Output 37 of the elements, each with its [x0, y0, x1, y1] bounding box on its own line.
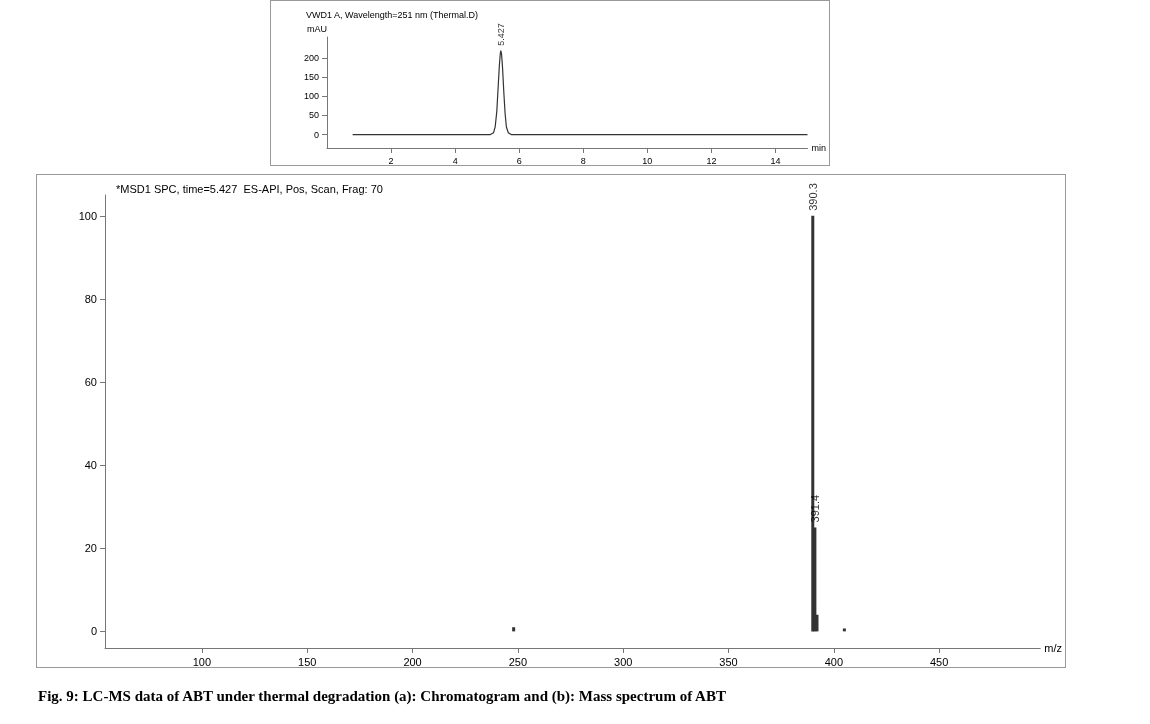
- x-tick-label: 10: [642, 155, 653, 166]
- x-tick-label: 12: [706, 155, 717, 166]
- bar: [842, 628, 846, 632]
- x-tick-label: 100: [192, 655, 212, 668]
- y-tick-label: 150: [303, 72, 319, 83]
- bar: [512, 627, 516, 632]
- annotation: 391.4: [808, 494, 821, 523]
- x-tick-label: 250: [508, 655, 528, 668]
- x-tick-label: 8: [580, 155, 586, 166]
- y-tick-label: 80: [84, 292, 97, 305]
- x-tick-label: 300: [614, 655, 633, 668]
- y-tick-label: 20: [84, 542, 97, 555]
- y-tick-label: 50: [308, 110, 319, 121]
- y-tick-label: 0: [90, 625, 97, 638]
- y-tick-label: 0: [313, 129, 319, 140]
- annotation: 5.427: [495, 23, 506, 46]
- y-tick-label: 60: [84, 376, 97, 389]
- y-tick-label: 100: [78, 209, 97, 222]
- x-tick-label: 14: [770, 155, 781, 166]
- x-tick-label: 6: [516, 155, 522, 166]
- annotation: 390.3: [806, 183, 819, 211]
- y-tick-label: 100: [303, 91, 319, 102]
- x-axis-title: min: [811, 143, 827, 153]
- caption: Fig. 9: LC-MS data of ABT under thermal degradation (a): Chromatogram and (b): Mass spectrum of ABT: [38, 688, 726, 705]
- x-tick-label: 4: [452, 155, 458, 166]
- x-tick-label: 400: [824, 655, 844, 668]
- y-axis-title: mAU: [307, 23, 327, 34]
- y-tick-label: 40: [84, 459, 97, 472]
- x-axis-title: m/z: [1044, 642, 1063, 654]
- line-series: [352, 50, 809, 136]
- x-tick-label: 200: [403, 655, 422, 668]
- chart-title: VWD1 A, Wavelength=251 nm (Thermal.D): [306, 9, 478, 20]
- y-tick-label: 200: [303, 53, 319, 64]
- chart-title: *MSD1 SPC, time=5.427 ES-API, Pos, Scan, Frag: 70: [116, 182, 383, 195]
- x-tick-label: 350: [719, 655, 738, 668]
- x-tick-label: 2: [388, 155, 394, 166]
- x-tick-label: 450: [929, 655, 949, 668]
